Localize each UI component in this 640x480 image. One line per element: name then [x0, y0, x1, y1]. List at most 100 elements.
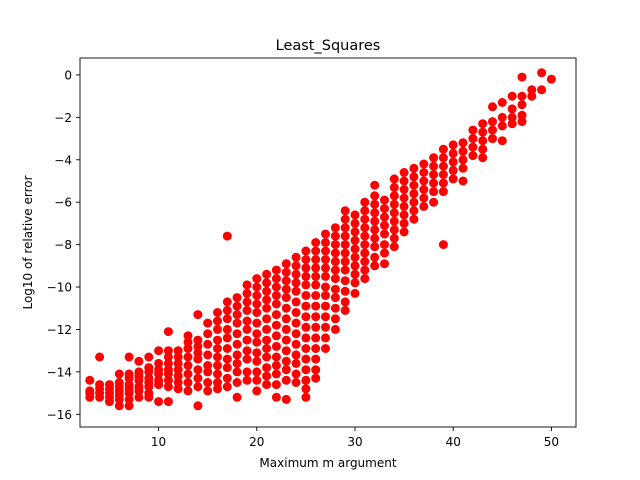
y-tick-label: −8: [54, 238, 72, 252]
data-point: [360, 231, 370, 241]
data-point: [350, 252, 360, 262]
data-point: [252, 299, 262, 309]
data-point: [232, 378, 242, 387]
data-point: [370, 191, 380, 201]
data-point: [527, 85, 537, 95]
data-point: [193, 401, 203, 411]
data-point: [232, 350, 242, 360]
data-point: [350, 210, 360, 220]
data-point: [389, 225, 399, 235]
data-point: [232, 358, 242, 368]
y-tick-label: −10: [47, 281, 72, 295]
data-point: [360, 240, 370, 250]
data-point: [468, 125, 478, 135]
data-point: [311, 365, 321, 375]
data-point: [429, 197, 439, 207]
data-point: [281, 394, 291, 404]
data-point: [262, 380, 272, 390]
data-point: [399, 185, 409, 194]
data-point: [252, 337, 262, 347]
data-point: [321, 255, 330, 264]
data-point: [183, 361, 193, 370]
data-point: [203, 386, 213, 396]
data-point: [213, 361, 222, 370]
data-point: [360, 214, 370, 224]
data-point: [193, 310, 203, 320]
data-point: [438, 153, 448, 163]
data-point: [252, 348, 262, 358]
data-point: [262, 363, 272, 373]
data-point: [193, 341, 203, 351]
data-point: [124, 394, 134, 404]
data-point: [350, 288, 360, 298]
data-point: [183, 337, 193, 347]
data-point: [134, 386, 144, 396]
data-point: [271, 310, 281, 320]
data-point: [478, 153, 488, 163]
data-point: [360, 265, 370, 275]
data-point: [321, 229, 330, 239]
data-point: [291, 358, 301, 368]
data-point: [419, 168, 429, 177]
data-point: [360, 223, 370, 233]
data-point: [281, 259, 291, 269]
data-point: [252, 386, 262, 396]
data-point: [370, 242, 380, 252]
data-point: [321, 246, 330, 256]
data-point: [389, 242, 399, 252]
data-point: [448, 140, 458, 150]
data-point: [203, 318, 213, 328]
data-point: [193, 373, 203, 383]
data-point: [311, 246, 321, 256]
data-point: [458, 155, 468, 165]
data-point: [311, 291, 321, 300]
data-point: [389, 199, 399, 209]
data-point: [517, 91, 527, 101]
data-point: [340, 240, 350, 250]
data-point: [301, 246, 311, 256]
data-point: [144, 392, 154, 402]
data-point: [458, 176, 468, 186]
data-point: [458, 138, 468, 148]
data-point: [213, 335, 222, 345]
data-point: [242, 335, 252, 345]
data-point: [281, 267, 291, 277]
data-point: [409, 180, 419, 190]
data-point: [262, 335, 272, 345]
data-point: [429, 161, 439, 171]
data-point: [163, 397, 173, 407]
data-point: [124, 352, 134, 362]
data-point: [262, 314, 272, 324]
data-point: [321, 271, 330, 281]
data-point: [497, 112, 507, 122]
data-point: [252, 356, 262, 366]
data-point: [537, 85, 547, 95]
data-point: [163, 352, 173, 362]
data-point: [311, 344, 321, 353]
data-point: [183, 378, 193, 387]
data-point: [173, 384, 183, 394]
data-point: [281, 365, 291, 375]
data-point: [291, 318, 301, 328]
data-point: [193, 365, 203, 375]
data-point: [330, 324, 340, 334]
data-point: [389, 208, 399, 218]
data-point: [517, 110, 527, 120]
chart-title: Least_Squares: [276, 38, 381, 54]
plot-frame: [79, 57, 577, 428]
data-point: [281, 314, 291, 324]
data-point: [517, 117, 527, 127]
data-point: [321, 333, 330, 343]
data-point: [350, 227, 360, 237]
data-point: [262, 352, 272, 362]
data-point: [281, 356, 291, 366]
data-point: [271, 361, 281, 370]
data-point: [497, 136, 507, 146]
data-point: [507, 112, 517, 122]
data-point: [311, 271, 321, 281]
data-point: [271, 352, 281, 362]
data-point: [232, 293, 242, 303]
data-point: [232, 329, 242, 339]
data-point: [301, 280, 311, 290]
data-point: [242, 346, 252, 356]
